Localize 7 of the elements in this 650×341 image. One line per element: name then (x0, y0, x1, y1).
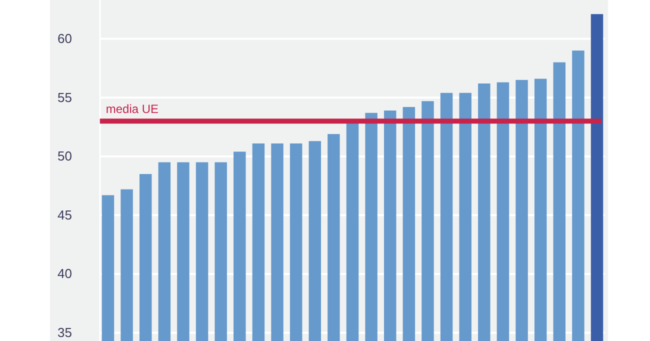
y-tick-label: 55 (58, 90, 72, 105)
y-tick-label: 35 (58, 324, 72, 340)
y-tick-label: 50 (58, 148, 72, 164)
ref-line-label: media UE (106, 102, 159, 116)
y-tick-label: 45 (58, 207, 72, 222)
y-tick-label: 40 (58, 266, 72, 282)
y-tick-label: 60 (58, 30, 72, 46)
